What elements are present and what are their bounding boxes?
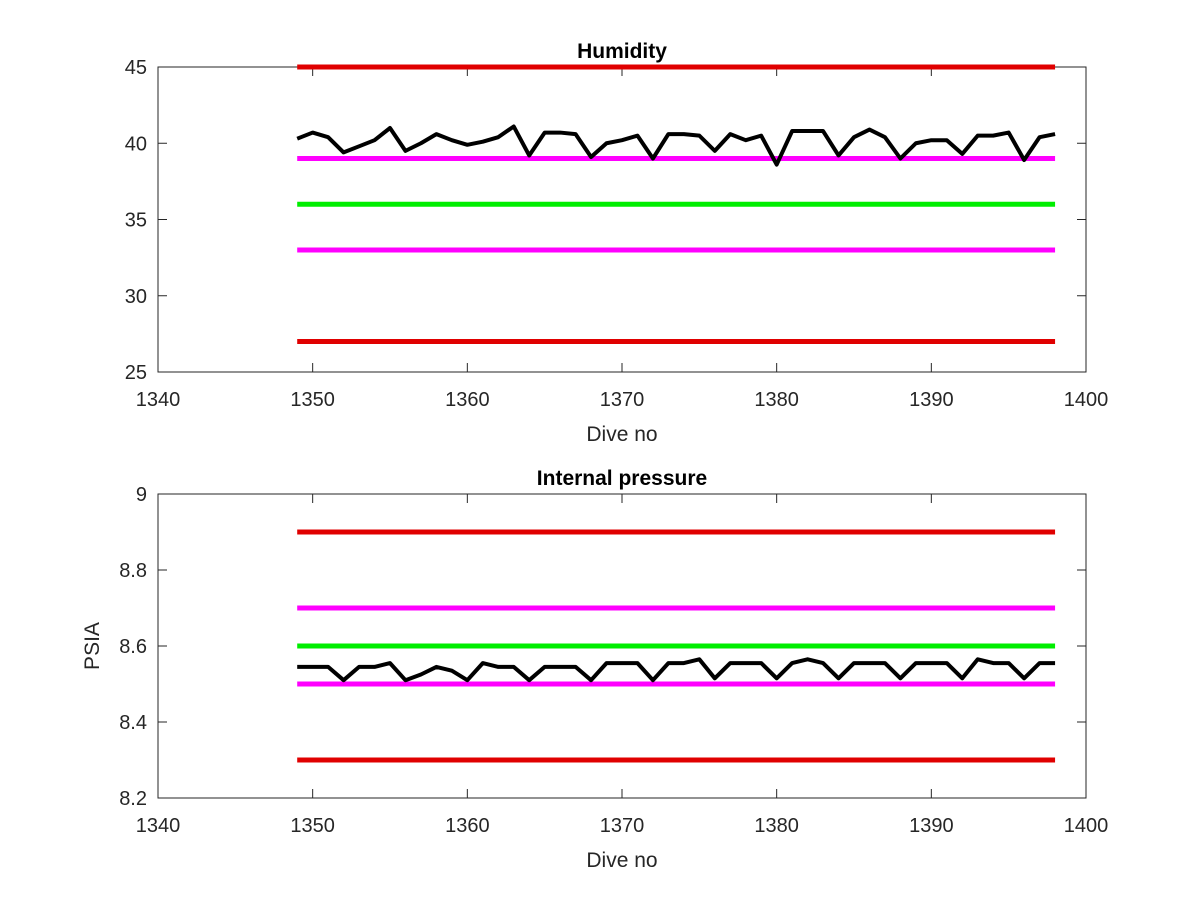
y-tick-label: 30 [125,286,147,308]
y-tick-label: 9 [136,484,147,506]
y-tick-label: 25 [125,362,147,384]
x-tick-label: 1350 [290,815,335,837]
x-tick-label: 1360 [445,815,490,837]
chart-title: Humidity [577,40,667,63]
chart-1: 1340 1350 1360 1370 1380 1390 1400 25 30 35 40 45 Hu… [125,40,1109,446]
x-tick-label: 1340 [136,815,181,837]
y-tick-label: 8.8 [119,560,147,582]
chart-title: Internal pressure [537,467,707,490]
x-tick-label: 1360 [445,389,490,411]
y-tick-label: 8.6 [119,636,147,658]
y-axis-label: PSIA [81,622,104,670]
charts-container: 1340 1350 1360 1370 1380 1390 1400 25 30 35 40 45 Hu… [81,40,1108,872]
x-tick-label: 1340 [136,389,181,411]
x-tick-label: 1370 [600,389,645,411]
y-tick-label: 40 [125,133,147,155]
x-tick-label: 1400 [1064,815,1109,837]
data-series-line [297,657,1056,683]
x-tick-label: 1380 [754,815,799,837]
y-tick-label: 8.4 [119,712,147,734]
y-tick-label: 8.2 [119,788,147,810]
x-axis-label: Dive no [586,849,657,872]
y-tick-label: 35 [125,210,147,232]
x-axis-label: Dive no [586,423,657,446]
x-tick-label: 1350 [290,389,335,411]
x-tick-label: 1370 [600,815,645,837]
x-tick-label: 1390 [909,389,954,411]
chart-2: 1340 1350 1360 1370 1380 1390 1400 8.2 8.4 8.6 8.8… [81,467,1108,872]
x-tick-label: 1380 [754,389,799,411]
x-tick-label: 1400 [1064,389,1109,411]
x-tick-label: 1390 [909,815,954,837]
y-tick-label: 45 [125,57,147,79]
data-series-line [296,124,1056,167]
